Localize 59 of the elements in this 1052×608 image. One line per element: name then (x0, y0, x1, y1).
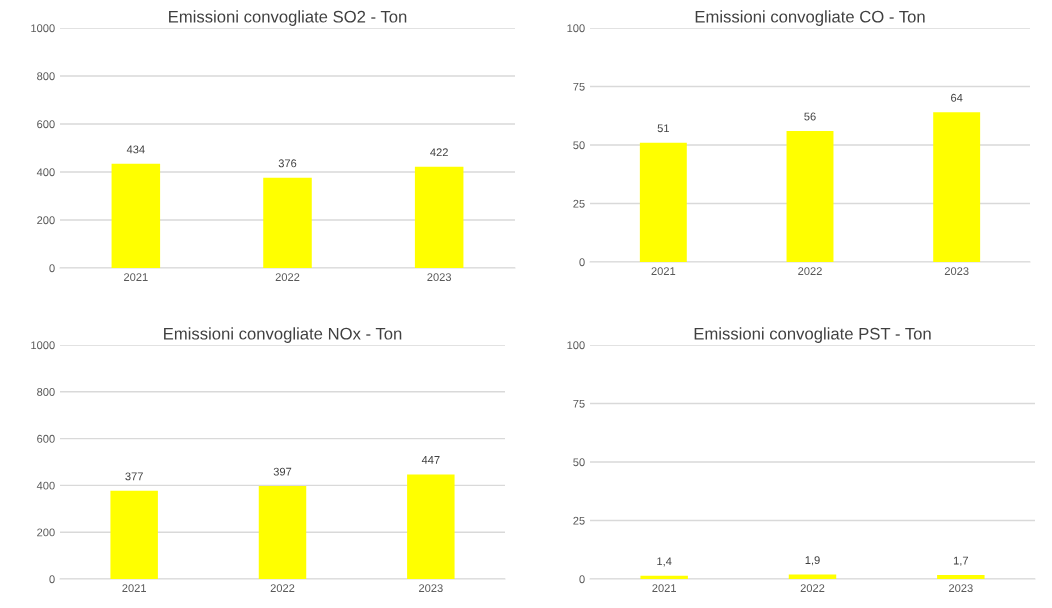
x-tick-label: 2022 (275, 273, 300, 282)
bar (110, 490, 158, 579)
chart-title: Emissioni convogliate SO2 - Ton (169, 10, 407, 26)
data-label: 422 (430, 148, 448, 157)
y-tick-label: 25 (573, 199, 585, 208)
data-label: 64 (951, 93, 963, 102)
y-tick-label: 100 (567, 24, 585, 33)
chart-title: Emissioni convogliate NOx - Ton (164, 327, 402, 343)
y-tick-label: 0 (579, 575, 585, 584)
y-tick-label: 75 (573, 82, 585, 91)
x-tick-label: 2022 (798, 267, 822, 276)
y-tick-label: 50 (573, 458, 585, 467)
chart-title: Emissioni convogliate PST - Ton (694, 327, 931, 343)
x-tick-label: 2023 (419, 584, 443, 593)
data-label: 376 (278, 159, 297, 168)
bar (414, 166, 464, 268)
y-tick-label: 600 (37, 434, 55, 443)
bar (407, 474, 455, 579)
y-tick-label: 0 (49, 264, 55, 273)
bar (258, 486, 307, 579)
bar (111, 163, 161, 268)
x-tick-label: 2023 (427, 273, 452, 282)
y-tick-label: 100 (567, 341, 585, 350)
y-tick-label: 800 (37, 72, 55, 81)
x-tick-label: 2021 (652, 584, 676, 593)
x-tick-label: 2022 (270, 584, 295, 593)
x-tick-label: 2021 (122, 584, 146, 593)
y-tick-label: 400 (36, 168, 55, 177)
data-label: 56 (804, 112, 816, 121)
data-label: 434 (126, 145, 145, 154)
y-tick-label: 800 (37, 388, 55, 396)
data-label: 1,4 (657, 557, 672, 567)
data-label: 1,7 (953, 556, 968, 566)
y-tick-label: 75 (573, 399, 585, 408)
y-tick-label: 0 (579, 258, 585, 267)
y-tick-label: 200 (37, 216, 55, 225)
y-tick-label: 600 (37, 120, 55, 129)
y-tick-label: 0 (49, 575, 55, 584)
chart-title: Emissioni convogliate CO - Ton (695, 10, 925, 26)
y-tick-label: 25 (573, 516, 585, 525)
data-label: 51 (657, 124, 669, 133)
y-tick-label: 1000 (31, 341, 55, 350)
x-tick-label: 2021 (651, 267, 676, 276)
data-label: 377 (125, 472, 143, 481)
x-tick-label: 2022 (800, 584, 825, 593)
bar (263, 177, 312, 268)
y-tick-label: 1000 (31, 24, 55, 33)
y-tick-label: 400 (36, 481, 55, 490)
data-label: 447 (421, 456, 440, 464)
bar (786, 130, 834, 262)
y-tick-label: 200 (37, 528, 55, 537)
bar (933, 112, 981, 262)
x-tick-label: 2023 (949, 584, 973, 593)
data-label: 397 (273, 467, 292, 476)
bar (639, 142, 687, 262)
x-tick-label: 2021 (124, 273, 148, 282)
data-label: 1,9 (805, 556, 820, 566)
y-tick-label: 50 (573, 141, 585, 150)
x-tick-label: 2023 (944, 267, 969, 276)
